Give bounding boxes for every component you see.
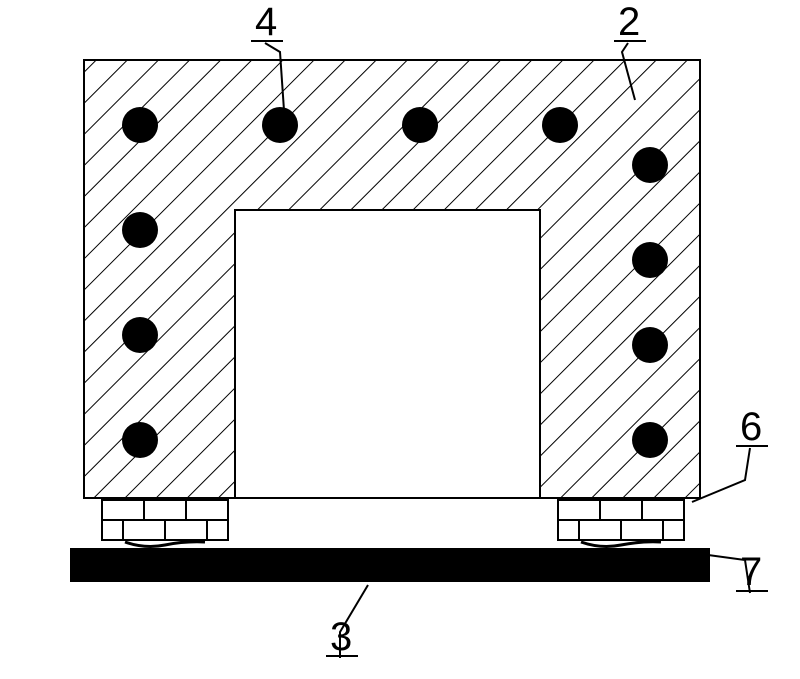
callout-label-7: 7 [740, 550, 762, 594]
seal-curve [581, 542, 661, 547]
hatched-body [84, 60, 700, 498]
bearing-pad [102, 500, 228, 540]
callout-label-6: 6 [740, 405, 762, 449]
seal-curve [125, 542, 205, 547]
bearing-pad [558, 500, 684, 540]
callout-label-3: 3 [330, 615, 352, 659]
base-plate [70, 548, 710, 582]
callout-label-2: 2 [618, 0, 640, 44]
callout-3: 3 [326, 585, 368, 659]
callout-6: 6 [692, 405, 768, 502]
callout-label-4: 4 [255, 0, 277, 44]
